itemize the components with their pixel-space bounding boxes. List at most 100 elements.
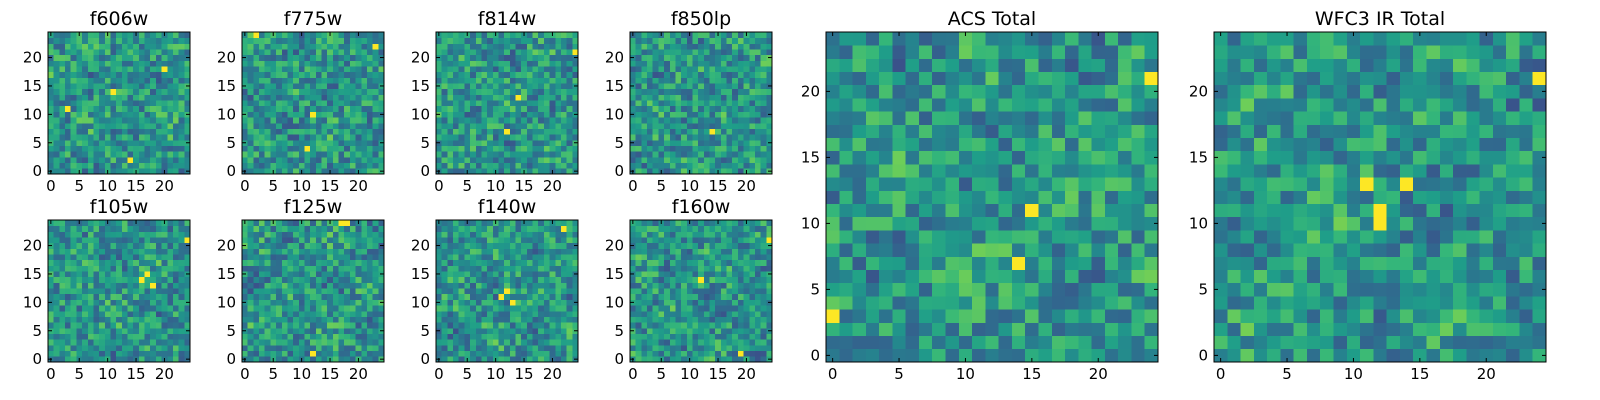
heatmap-cell bbox=[127, 265, 134, 272]
heatmap-cell bbox=[304, 122, 311, 129]
heatmap-cell bbox=[121, 77, 128, 84]
heatmap-cell bbox=[59, 339, 66, 346]
heatmap-cell bbox=[470, 151, 477, 158]
heatmap-cell bbox=[82, 231, 89, 238]
heatmap-cell bbox=[127, 71, 134, 78]
heatmap-cell bbox=[378, 350, 385, 357]
heatmap-cell bbox=[492, 156, 499, 164]
heatmap-cell bbox=[675, 88, 682, 95]
heatmap-cell bbox=[242, 248, 249, 255]
heatmap-cell bbox=[549, 49, 556, 56]
heatmap-cell bbox=[349, 231, 356, 238]
heatmap-cell bbox=[366, 282, 374, 289]
heatmap-cell bbox=[458, 128, 465, 135]
heatmap-cell bbox=[464, 122, 471, 129]
heatmap-cell bbox=[481, 248, 488, 255]
heatmap-cell bbox=[93, 168, 100, 175]
heatmap-cell bbox=[116, 305, 123, 312]
heatmap-cell bbox=[127, 259, 134, 266]
heatmap-cell bbox=[754, 322, 762, 329]
heatmap-cell bbox=[675, 43, 682, 50]
heatmap-cell bbox=[669, 271, 676, 278]
heatmap-cell bbox=[355, 344, 362, 352]
heatmap-cell bbox=[675, 333, 682, 340]
heatmap-cell bbox=[287, 151, 294, 158]
heatmap-cell bbox=[492, 37, 499, 44]
heatmap-cell bbox=[453, 162, 460, 169]
heatmap-cell bbox=[355, 293, 362, 300]
heatmap-cell bbox=[698, 339, 705, 346]
heatmap-cell bbox=[276, 54, 283, 61]
heatmap-cell bbox=[87, 254, 94, 261]
heatmap-cell bbox=[116, 43, 123, 50]
heatmap-cell bbox=[332, 111, 339, 118]
heatmap-cell bbox=[566, 105, 573, 112]
heatmap-cell bbox=[538, 350, 545, 357]
heatmap-cell bbox=[150, 139, 157, 146]
heatmap-cell bbox=[82, 49, 89, 56]
heatmap-cell bbox=[447, 265, 454, 272]
heatmap-cell bbox=[293, 139, 300, 146]
heatmap-cell bbox=[327, 43, 334, 50]
heatmap-cell bbox=[658, 66, 665, 73]
heatmap-cell bbox=[242, 344, 249, 352]
heatmap-cell bbox=[304, 305, 311, 312]
heatmap-cell bbox=[321, 117, 328, 124]
heatmap-cell bbox=[315, 66, 322, 73]
heatmap-cell bbox=[641, 356, 648, 363]
heatmap-cell bbox=[144, 242, 151, 249]
heatmap-cell bbox=[675, 105, 682, 112]
heatmap-cell bbox=[635, 322, 642, 329]
heatmap-cell bbox=[104, 248, 111, 255]
heatmap-cell bbox=[664, 100, 671, 107]
heatmap-cell bbox=[658, 276, 665, 283]
heatmap-cell bbox=[99, 259, 106, 266]
heatmap-cell bbox=[155, 105, 162, 112]
heatmap-cell bbox=[310, 71, 317, 78]
heatmap-cell bbox=[515, 225, 522, 232]
heatmap-cell bbox=[315, 156, 322, 164]
heatmap-cell bbox=[635, 350, 642, 357]
heatmap-cell bbox=[281, 83, 288, 90]
heatmap-cell bbox=[647, 344, 654, 352]
heatmap-cell bbox=[264, 322, 271, 329]
heatmap-cell bbox=[635, 305, 642, 312]
heatmap-cell bbox=[87, 271, 94, 278]
heatmap-cell bbox=[138, 305, 145, 312]
heatmap-cell bbox=[447, 276, 454, 283]
heatmap-cell bbox=[247, 242, 254, 249]
heatmap-cell bbox=[270, 344, 277, 352]
heatmap-cell bbox=[681, 77, 688, 84]
heatmap-cell bbox=[378, 265, 385, 272]
heatmap-cell bbox=[321, 100, 328, 107]
heatmap-cell bbox=[104, 94, 111, 101]
heatmap-cell bbox=[310, 111, 317, 118]
heatmap-cell bbox=[87, 128, 94, 135]
heatmap-cell bbox=[110, 94, 117, 101]
heatmap-cell bbox=[509, 94, 516, 101]
heatmap-cell bbox=[526, 117, 533, 124]
heatmap-cell bbox=[572, 66, 579, 73]
heatmap-cell bbox=[121, 282, 128, 289]
heatmap-cell bbox=[161, 310, 168, 317]
heatmap-cell bbox=[281, 117, 288, 124]
heatmap-cell bbox=[59, 225, 66, 232]
heatmap-cell bbox=[743, 305, 750, 312]
heatmap-cell bbox=[521, 94, 528, 101]
heatmap-cell bbox=[247, 66, 254, 73]
heatmap-cell bbox=[121, 344, 128, 352]
heatmap-cell bbox=[760, 339, 767, 346]
heatmap-cell bbox=[172, 237, 180, 244]
heatmap-cell bbox=[172, 305, 180, 312]
heatmap-cell bbox=[281, 122, 288, 129]
heatmap-cell bbox=[441, 94, 448, 101]
heatmap-cell bbox=[647, 66, 654, 73]
heatmap-cell bbox=[93, 60, 100, 67]
heatmap-cell bbox=[686, 145, 693, 152]
heatmap-cell bbox=[487, 77, 494, 84]
heatmap-cell bbox=[453, 43, 460, 50]
heatmap-cell bbox=[344, 100, 351, 107]
heatmap-cell bbox=[76, 231, 83, 238]
heatmap-cell bbox=[332, 145, 339, 152]
heatmap-cell bbox=[378, 225, 385, 232]
